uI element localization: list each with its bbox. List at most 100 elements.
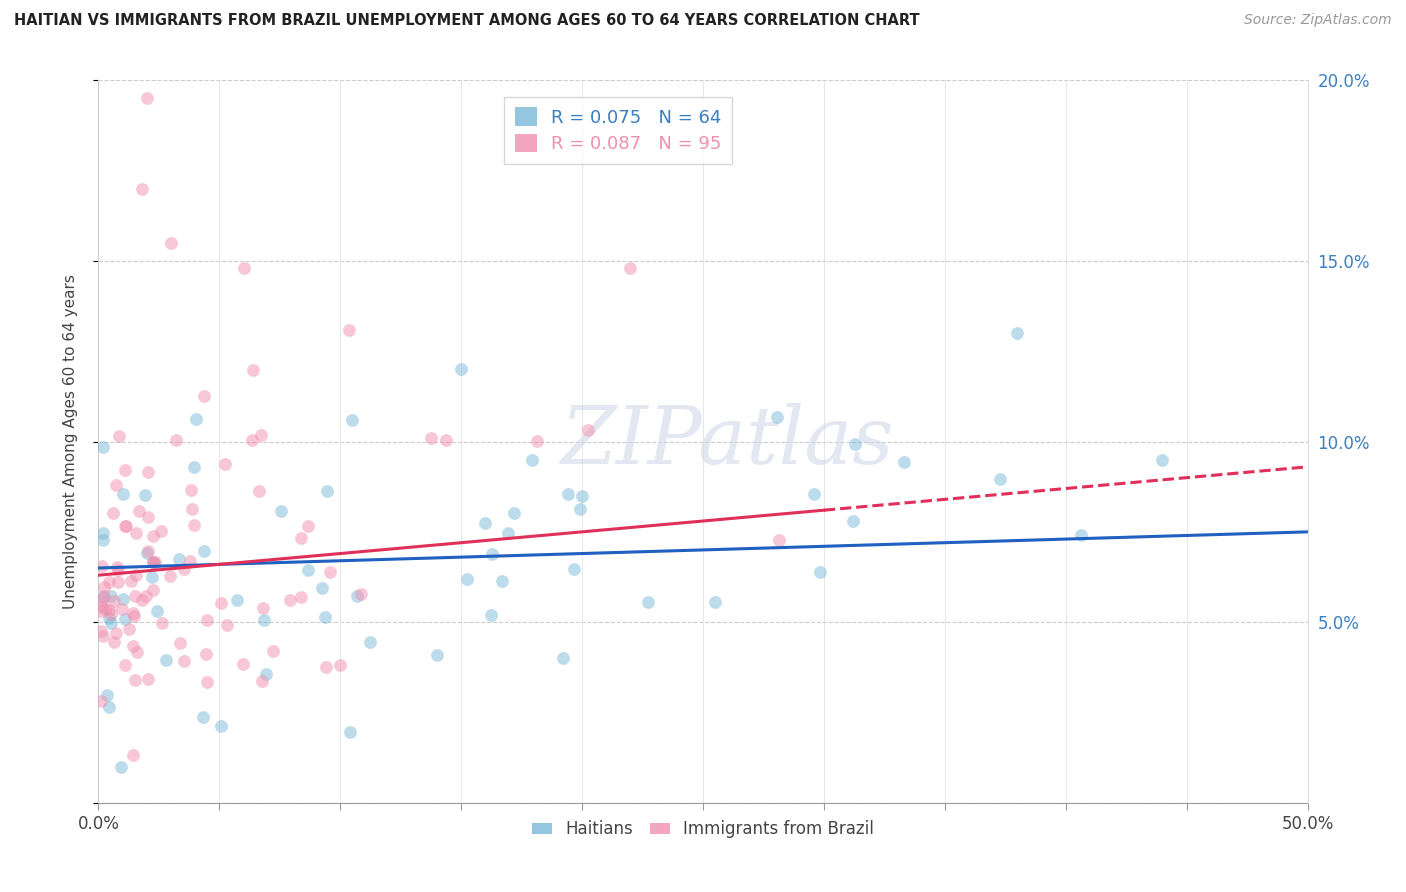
Point xyxy=(91,440,114,454)
Point xyxy=(91,526,114,541)
Point xyxy=(337,323,360,337)
Point xyxy=(97,602,120,616)
Point xyxy=(142,555,165,569)
Point xyxy=(114,519,136,533)
Point xyxy=(180,483,202,497)
Text: Source: ZipAtlas.com: Source: ZipAtlas.com xyxy=(1244,13,1392,28)
Point xyxy=(159,569,181,583)
Point xyxy=(503,506,526,520)
Point xyxy=(195,675,218,690)
Y-axis label: Unemployment Among Ages 60 to 64 years: Unemployment Among Ages 60 to 64 years xyxy=(63,274,77,609)
Point xyxy=(101,506,124,520)
Point xyxy=(104,478,127,492)
Point xyxy=(342,413,364,427)
Point xyxy=(142,528,165,542)
Point xyxy=(124,673,146,688)
Point xyxy=(704,595,727,609)
Point xyxy=(114,612,136,626)
Point xyxy=(141,570,163,584)
Point xyxy=(186,411,208,425)
Point xyxy=(474,516,496,531)
Point xyxy=(105,625,128,640)
Point xyxy=(165,433,187,447)
Point xyxy=(149,524,172,539)
Point xyxy=(136,510,159,524)
Point xyxy=(91,600,114,615)
Point xyxy=(167,552,190,566)
Point xyxy=(115,519,138,533)
Point xyxy=(173,654,195,668)
Point xyxy=(124,589,146,603)
Point xyxy=(297,563,319,577)
Point xyxy=(195,648,218,662)
Point xyxy=(135,546,157,560)
Point xyxy=(96,688,118,702)
Point xyxy=(173,562,195,576)
Point xyxy=(98,575,121,590)
Point xyxy=(103,635,125,649)
Point xyxy=(456,573,478,587)
Point xyxy=(576,423,599,437)
Text: ZIPatlas: ZIPatlas xyxy=(561,403,894,480)
Point xyxy=(297,519,319,533)
Point xyxy=(315,660,337,674)
Point xyxy=(252,673,274,688)
Point xyxy=(290,532,312,546)
Point xyxy=(209,596,232,610)
Point xyxy=(619,261,641,276)
Point xyxy=(91,590,114,604)
Point xyxy=(311,581,333,595)
Text: HAITIAN VS IMMIGRANTS FROM BRAZIL UNEMPLOYMENT AMONG AGES 60 TO 64 YEARS CORRELA: HAITIAN VS IMMIGRANTS FROM BRAZIL UNEMPL… xyxy=(14,13,920,29)
Point xyxy=(803,486,825,500)
Point xyxy=(90,624,112,638)
Point xyxy=(249,428,271,442)
Point xyxy=(90,604,112,618)
Point xyxy=(94,602,117,616)
Point xyxy=(125,568,148,582)
Legend: Haitians, Immigrants from Brazil: Haitians, Immigrants from Brazil xyxy=(526,814,880,845)
Point xyxy=(107,574,129,589)
Point xyxy=(91,592,114,607)
Point xyxy=(120,574,142,588)
Point xyxy=(127,645,149,659)
Point xyxy=(136,544,159,558)
Point xyxy=(131,182,153,196)
Point xyxy=(209,719,232,733)
Point xyxy=(359,634,381,648)
Point xyxy=(426,648,449,663)
Point xyxy=(142,582,165,597)
Point xyxy=(193,710,215,724)
Point xyxy=(420,431,443,445)
Point xyxy=(491,574,513,588)
Point xyxy=(179,553,201,567)
Point xyxy=(637,594,659,608)
Point xyxy=(97,699,120,714)
Point xyxy=(91,629,114,643)
Point xyxy=(110,760,132,774)
Point xyxy=(112,487,135,501)
Point xyxy=(434,434,457,448)
Point xyxy=(100,589,122,603)
Point xyxy=(1152,452,1174,467)
Point xyxy=(107,563,129,577)
Point xyxy=(1070,528,1092,542)
Point xyxy=(808,566,831,580)
Point xyxy=(450,362,472,376)
Point xyxy=(193,544,215,558)
Point xyxy=(232,261,254,276)
Point xyxy=(100,607,122,622)
Point xyxy=(128,504,150,518)
Point xyxy=(141,555,163,569)
Point xyxy=(98,611,121,625)
Point xyxy=(124,526,146,541)
Point xyxy=(893,455,915,469)
Point xyxy=(124,608,146,623)
Point xyxy=(571,489,593,503)
Point xyxy=(93,580,115,594)
Point xyxy=(180,502,202,516)
Point xyxy=(349,587,371,601)
Point xyxy=(557,487,579,501)
Point xyxy=(226,592,249,607)
Point xyxy=(118,622,141,636)
Point xyxy=(562,562,585,576)
